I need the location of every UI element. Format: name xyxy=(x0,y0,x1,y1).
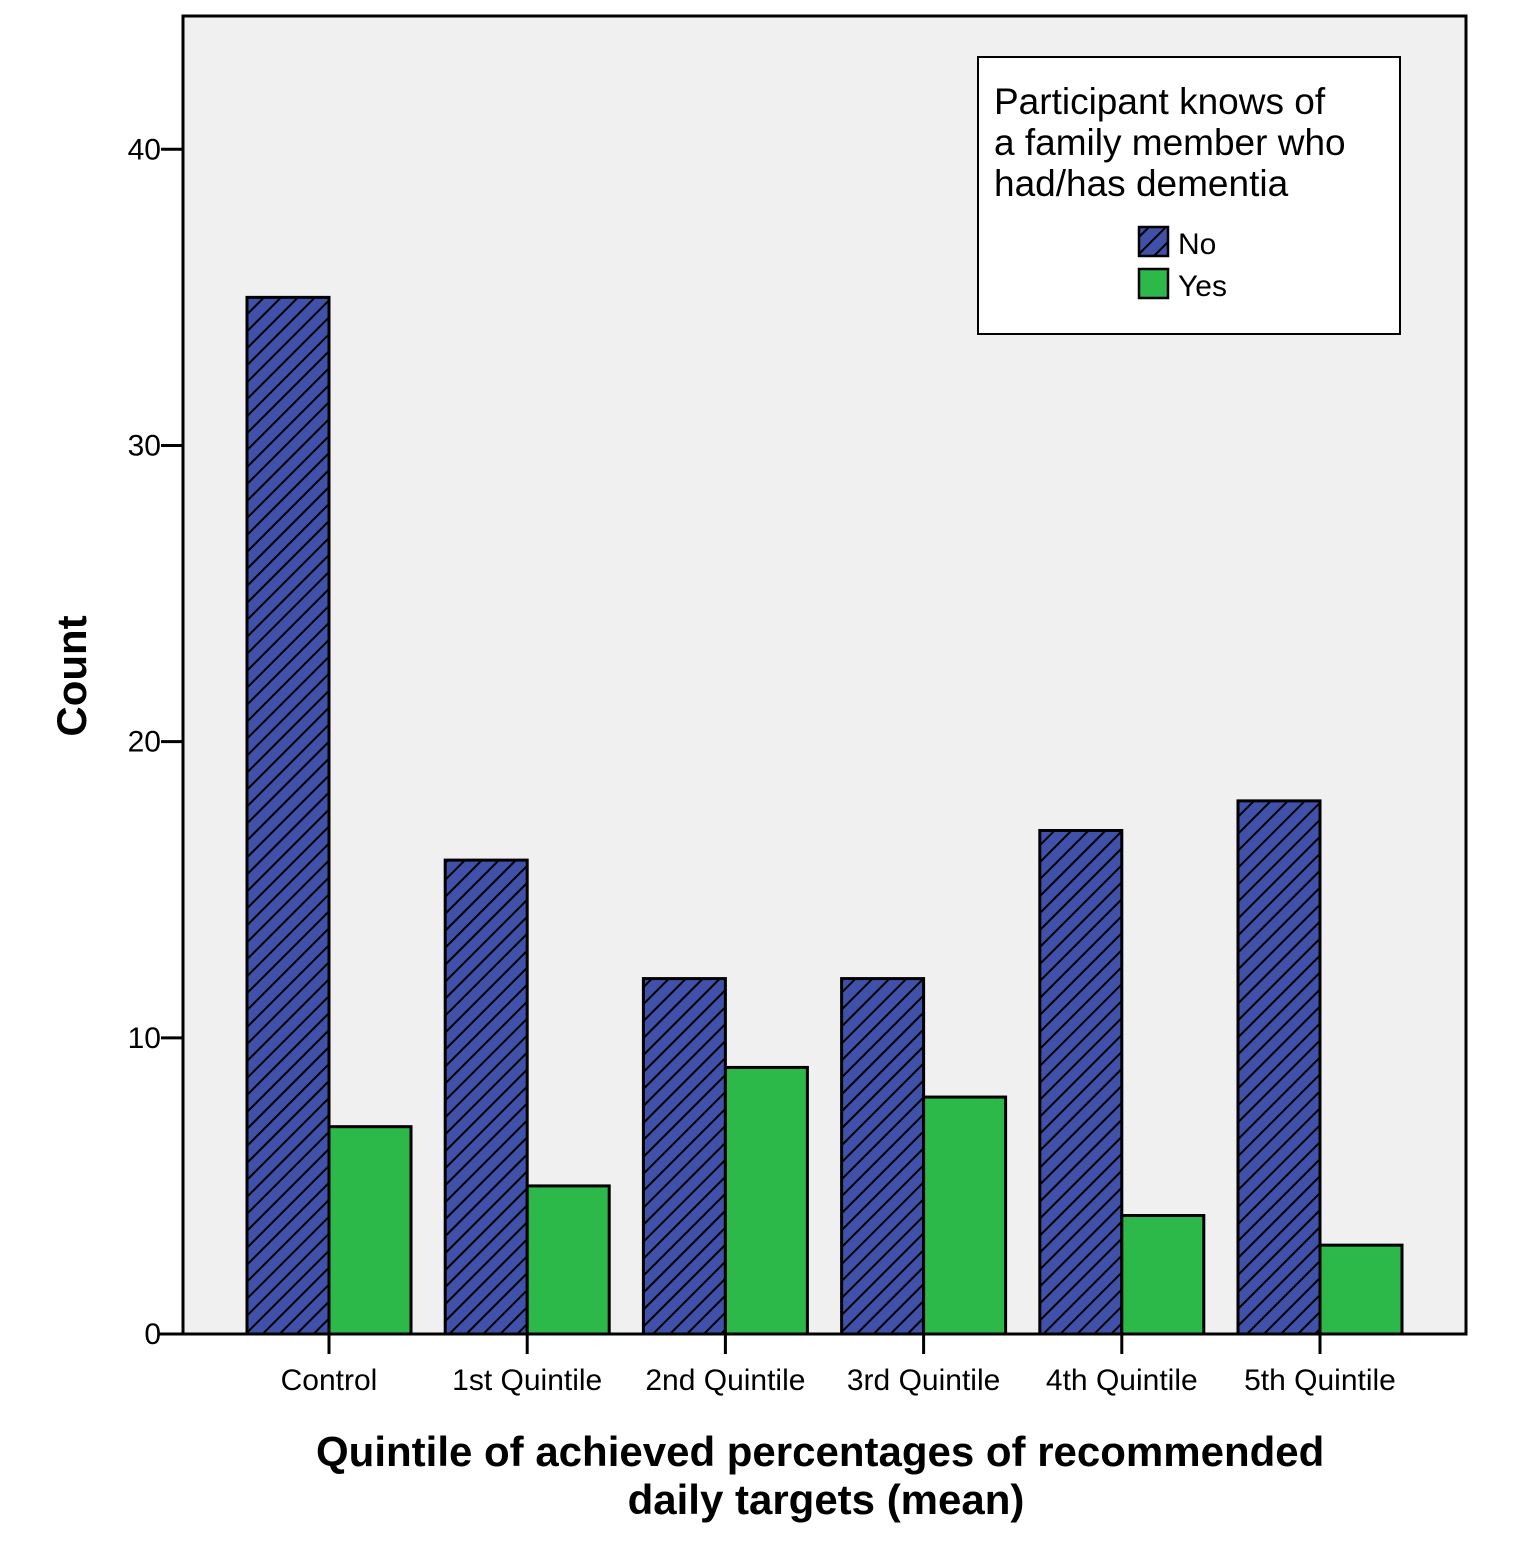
bar-no-control xyxy=(245,295,331,1336)
bar-no-3rd-quintile xyxy=(840,977,926,1336)
bar-yes-4th-quintile xyxy=(1120,1214,1206,1336)
legend: Participant knows ofa family member whoh… xyxy=(977,56,1401,335)
legend-label-yes: Yes xyxy=(1178,270,1227,303)
legend-swatch-no xyxy=(1137,225,1170,258)
bar-no-5th-quintile xyxy=(1236,799,1322,1336)
legend-title-line: had/has dementia xyxy=(994,163,1289,204)
bar-yes-3rd-quintile xyxy=(922,1095,1008,1336)
y-tick-label: 20 xyxy=(128,726,161,759)
x-tick-label: 5th Quintile xyxy=(1244,1364,1396,1397)
axes-layer: 0 10 20 30 40 Control 1st Quintile 2nd Quintile… xyxy=(128,133,1396,1397)
x-tick-label: 3rd Quintile xyxy=(847,1364,1000,1397)
legend-label-no: No xyxy=(1178,228,1216,261)
bars-layer xyxy=(245,295,1404,1336)
y-tick-label: 40 xyxy=(128,133,161,166)
bar-yes-2nd-quintile xyxy=(723,1065,809,1336)
legend-box xyxy=(977,56,1401,335)
x-tick-label: 2nd Quintile xyxy=(645,1364,805,1397)
y-tick-label: 30 xyxy=(128,429,161,462)
x-axis-title-line-2: daily targets (mean) xyxy=(628,1476,1025,1523)
x-tick-label: 4th Quintile xyxy=(1046,1364,1198,1397)
y-tick-label: 0 xyxy=(144,1318,161,1351)
x-axis-title: Quintile of achieved percentages of reco… xyxy=(316,1428,1336,1523)
bar-yes-5th-quintile xyxy=(1318,1243,1404,1336)
bar-no-1st-quintile xyxy=(443,858,529,1336)
legend-title-line: Participant knows of xyxy=(994,81,1326,122)
x-axis-title-line-1: Quintile of achieved percentages of reco… xyxy=(316,1428,1324,1475)
x-tick-label: Control xyxy=(281,1364,378,1397)
bar-yes-control xyxy=(327,1125,413,1336)
bar-no-2nd-quintile xyxy=(641,977,727,1336)
bar-yes-1st-quintile xyxy=(525,1184,611,1336)
x-tick-label: 1st Quintile xyxy=(452,1364,602,1397)
legend-title-line: a family member who xyxy=(994,122,1346,163)
legend-swatch-yes xyxy=(1137,267,1170,300)
bar-no-4th-quintile xyxy=(1038,828,1124,1336)
y-axis-title: Count xyxy=(48,615,95,736)
y-tick-label: 10 xyxy=(128,1022,161,1055)
